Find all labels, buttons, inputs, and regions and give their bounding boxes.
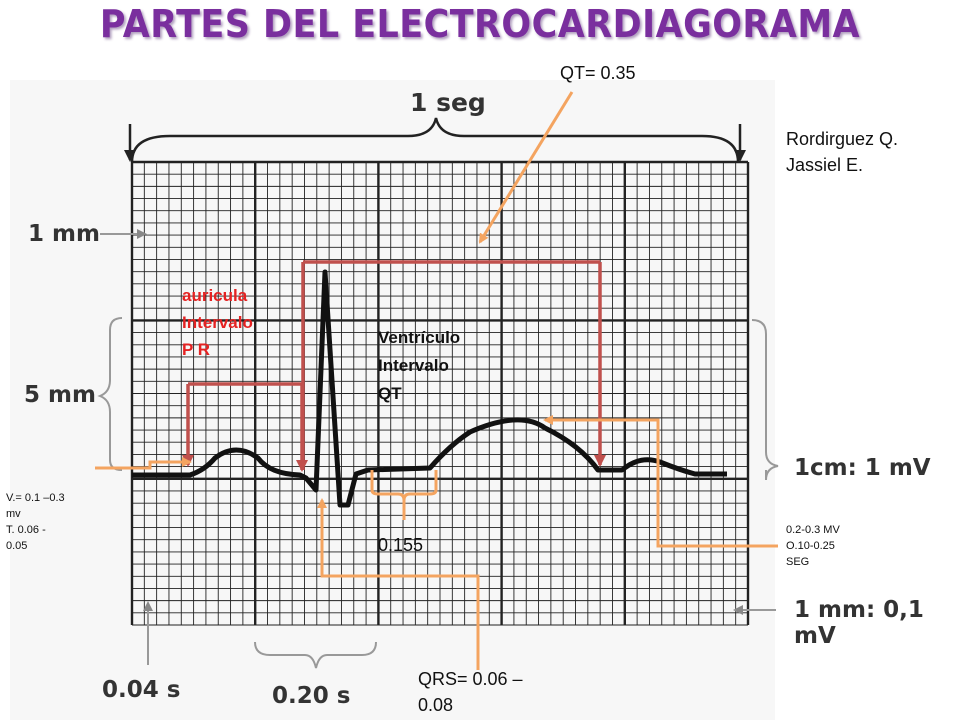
annotation-arrows xyxy=(95,91,778,670)
scale-guides xyxy=(97,229,779,669)
one-second-bracket xyxy=(124,117,746,163)
qrs-value: QRS= 0.06 – 0.08 xyxy=(418,669,523,715)
one-second-label: 1 seg xyxy=(410,88,486,117)
ecg-trace xyxy=(132,269,727,508)
pr-interval-bracket xyxy=(182,382,308,472)
cm-mv-label: 1cm: 1 mV xyxy=(794,455,931,481)
qt-value: QT= 0.35 xyxy=(560,63,636,83)
pr-interval-label: auricula Intervalo P R xyxy=(182,286,253,359)
t-wave-note: 0.2-0.3 MV O.10-0.25 SEG xyxy=(786,524,840,568)
qt-interval-bracket xyxy=(301,260,606,470)
qt-interval-label: Ventrículo Intervalo QT xyxy=(378,328,461,403)
p-wave-note: V.= 0.1 –0.3 mv T. 0.06 - 0.05 xyxy=(6,492,65,552)
five-mm-label: 5 mm xyxy=(24,382,96,408)
ecg-grid xyxy=(130,160,750,626)
page-title: PARTES DEL ELECTROCARDIAGORAMA xyxy=(99,2,861,46)
time-020-label: 0.20 s xyxy=(272,683,351,709)
time-004-label: 0.04 s xyxy=(102,677,181,703)
mm-mv-label: 1 mm: 0,1 mV xyxy=(794,597,924,649)
one-mm-label: 1 mm xyxy=(28,221,100,247)
st-value: 0.155 xyxy=(378,535,424,555)
author-text: Rordirguez Q. Jassiel E. xyxy=(786,129,899,175)
